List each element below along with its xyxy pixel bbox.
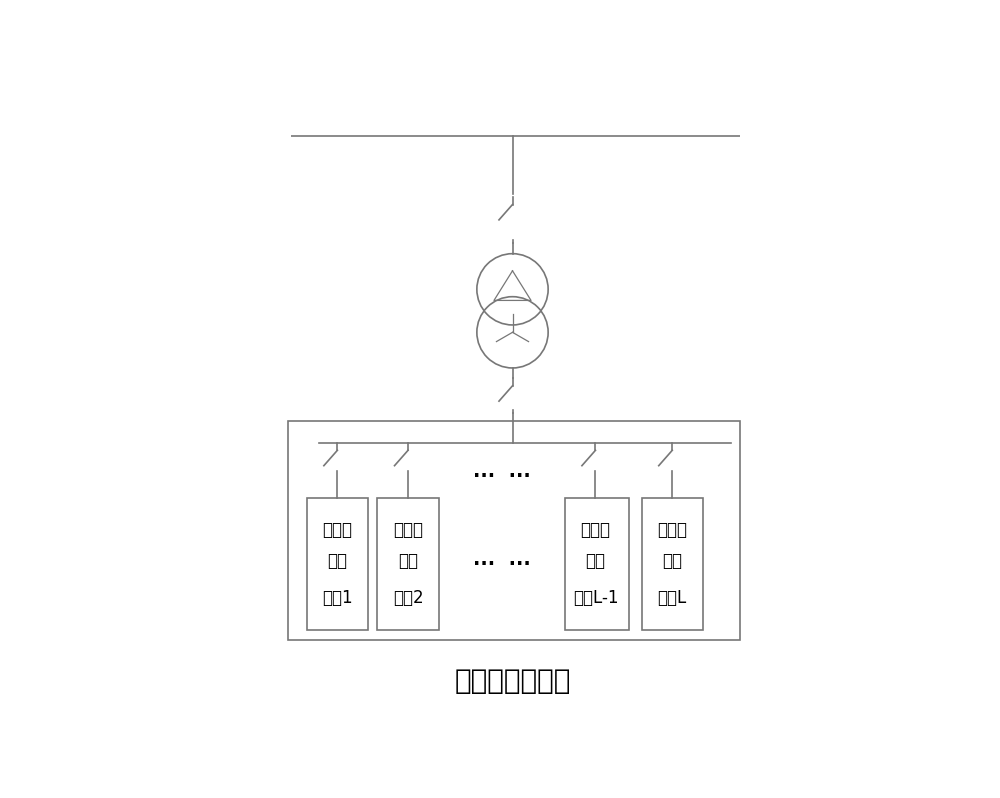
Text: 机刖L-1: 机刖L-1 (573, 589, 618, 607)
Text: 锂电池储能电站: 锂电池储能电站 (454, 666, 571, 695)
Text: 锂电池: 锂电池 (322, 521, 352, 539)
Text: ···  ···: ··· ··· (473, 467, 530, 486)
Bar (642, 498, 703, 630)
Text: 锂电池: 锂电池 (393, 521, 423, 539)
Bar (565, 498, 629, 630)
Text: ···  ···: ··· ··· (473, 555, 530, 574)
Bar (377, 498, 439, 630)
Bar (288, 421, 740, 639)
Text: 储能: 储能 (398, 552, 418, 571)
Text: 机刖1: 机刖1 (322, 589, 353, 607)
Text: 机刖2: 机刖2 (393, 589, 423, 607)
Text: 储能: 储能 (327, 552, 347, 571)
Text: 储能: 储能 (662, 552, 682, 571)
Text: 机刖L: 机刖L (658, 589, 687, 607)
Bar (307, 498, 368, 630)
Text: 锂电池: 锂电池 (580, 521, 610, 539)
Text: 锂电池: 锂电池 (657, 521, 687, 539)
Text: 储能: 储能 (585, 552, 605, 571)
